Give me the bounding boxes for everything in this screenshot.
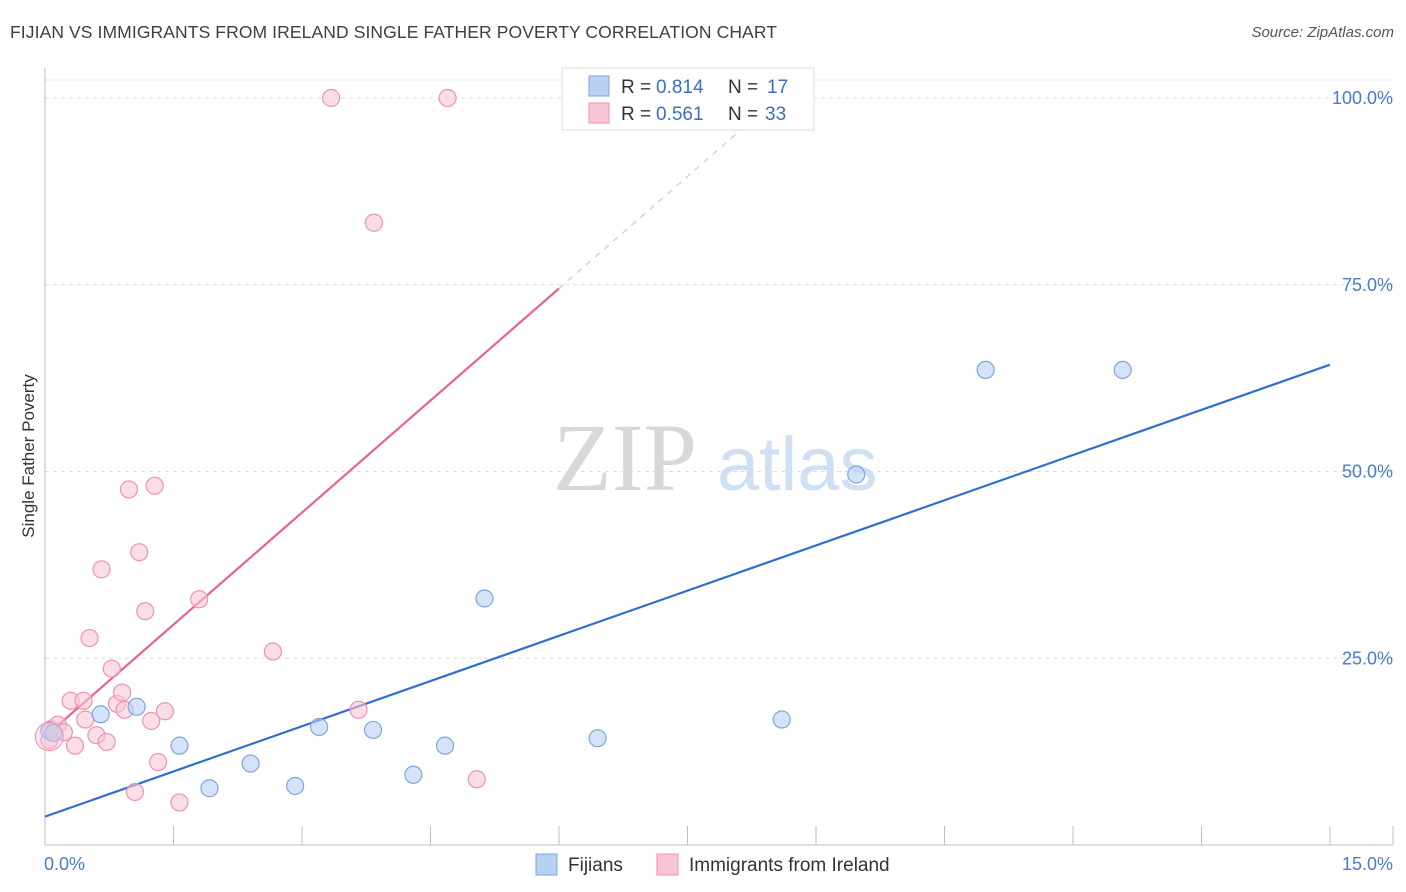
point-ireland-16 [119, 480, 139, 499]
point-fijians-7 [286, 776, 305, 796]
point-fijians-5 [200, 779, 219, 798]
legend-r-label-2: R = [621, 104, 651, 125]
watermark: ZIP atlas [553, 404, 878, 511]
x-tick-label-min: 0.0% [44, 854, 85, 874]
trend-line-fijians [44, 363, 1331, 818]
point-ireland-5 [65, 736, 85, 755]
point-fijians-10 [404, 765, 423, 784]
point-fijians-6 [241, 754, 260, 773]
point-ireland-19 [136, 602, 155, 621]
legend-n-value-2: 33 [765, 104, 786, 125]
x-tick-label-max: 15.0% [1342, 854, 1393, 874]
point-ireland-11 [97, 732, 116, 752]
trend-line-ireland-extension [558, 123, 748, 289]
axes [44, 68, 1393, 846]
point-ireland-17 [125, 782, 145, 802]
trend-lines [44, 123, 1331, 818]
y-tick-label-1: 50.0% [1342, 462, 1393, 482]
x-ticks [44, 826, 1394, 845]
point-ireland-28 [349, 700, 368, 719]
legend-top: R = 0.814 N = 17 R = 0.561 N = 33 [561, 67, 815, 131]
point-fijians-2 [91, 705, 110, 724]
y-tick-label-0: 25.0% [1342, 648, 1393, 668]
point-ireland-20 [142, 711, 161, 731]
legend-bottom: Fijians Immigrants from Ireland [535, 853, 890, 876]
y-tick-label-2: 75.0% [1342, 275, 1393, 295]
point-ireland-21 [145, 476, 164, 495]
legend-swatch-fijians [588, 75, 610, 97]
legend-r-label-1: R = [621, 77, 651, 98]
bottom-legend-fijians: Fijians [568, 855, 623, 876]
point-cluster-origin [34, 722, 64, 752]
point-ireland-22 [148, 752, 168, 772]
point-ireland-18 [130, 543, 149, 562]
legend-r-value-1: 0.814 [656, 77, 704, 98]
point-fijians-16 [976, 360, 995, 380]
point-ireland-6 [74, 691, 93, 710]
y-tick-label-3: 100.0% [1332, 88, 1393, 108]
point-fijians-9 [364, 720, 383, 740]
legend-n-label-2: N = [728, 104, 758, 125]
point-ireland-26 [263, 642, 282, 661]
point-ireland-23 [155, 702, 175, 721]
point-ireland-30 [438, 88, 457, 108]
chart-title: FIJIAN VS IMMIGRANTS FROM IRELAND SINGLE… [10, 22, 778, 42]
point-fijians-8 [310, 717, 329, 737]
point-fijians-1 [44, 723, 63, 743]
watermark-zip: ZIP [553, 404, 697, 511]
legend-n-value-1: 17 [767, 77, 788, 98]
point-fijians-17 [1113, 360, 1132, 380]
point-fijians-11 [435, 736, 455, 755]
y-axis-label: Single Father Poverty [19, 374, 38, 538]
legend-r-value-2: 0.561 [656, 104, 704, 125]
point-fijians-15 [847, 465, 866, 484]
point-fijians-12 [475, 589, 494, 608]
point-ireland-29 [364, 213, 384, 232]
point-fijians-4 [170, 736, 189, 755]
bottom-legend-swatch-ireland [656, 853, 679, 876]
point-ireland-12 [102, 659, 121, 678]
watermark-atlas: atlas [717, 422, 878, 507]
point-ireland-7 [76, 710, 95, 729]
point-ireland-31 [467, 770, 486, 789]
legend-n-label-1: N = [728, 77, 758, 98]
point-ireland-25 [190, 590, 209, 609]
y-tick-labels: 25.0% 50.0% 75.0% 100.0% [1332, 88, 1393, 668]
point-ireland-14 [112, 683, 132, 702]
point-ireland-10 [92, 560, 111, 579]
bottom-legend-ireland: Immigrants from Ireland [689, 855, 890, 876]
point-ireland-27 [322, 88, 341, 108]
gridlines [45, 79, 1393, 659]
data-points [34, 88, 1132, 812]
point-ireland-8 [80, 628, 99, 648]
legend-swatch-ireland [588, 102, 610, 124]
point-fijians-13 [588, 729, 607, 748]
point-fijians-14 [772, 710, 791, 729]
point-ireland-24 [170, 793, 189, 812]
bottom-legend-swatch-fijians [535, 853, 558, 876]
trend-line-ireland [44, 287, 560, 738]
source-label: Source: ZipAtlas.com [1251, 24, 1394, 41]
point-fijians-3 [127, 697, 146, 716]
